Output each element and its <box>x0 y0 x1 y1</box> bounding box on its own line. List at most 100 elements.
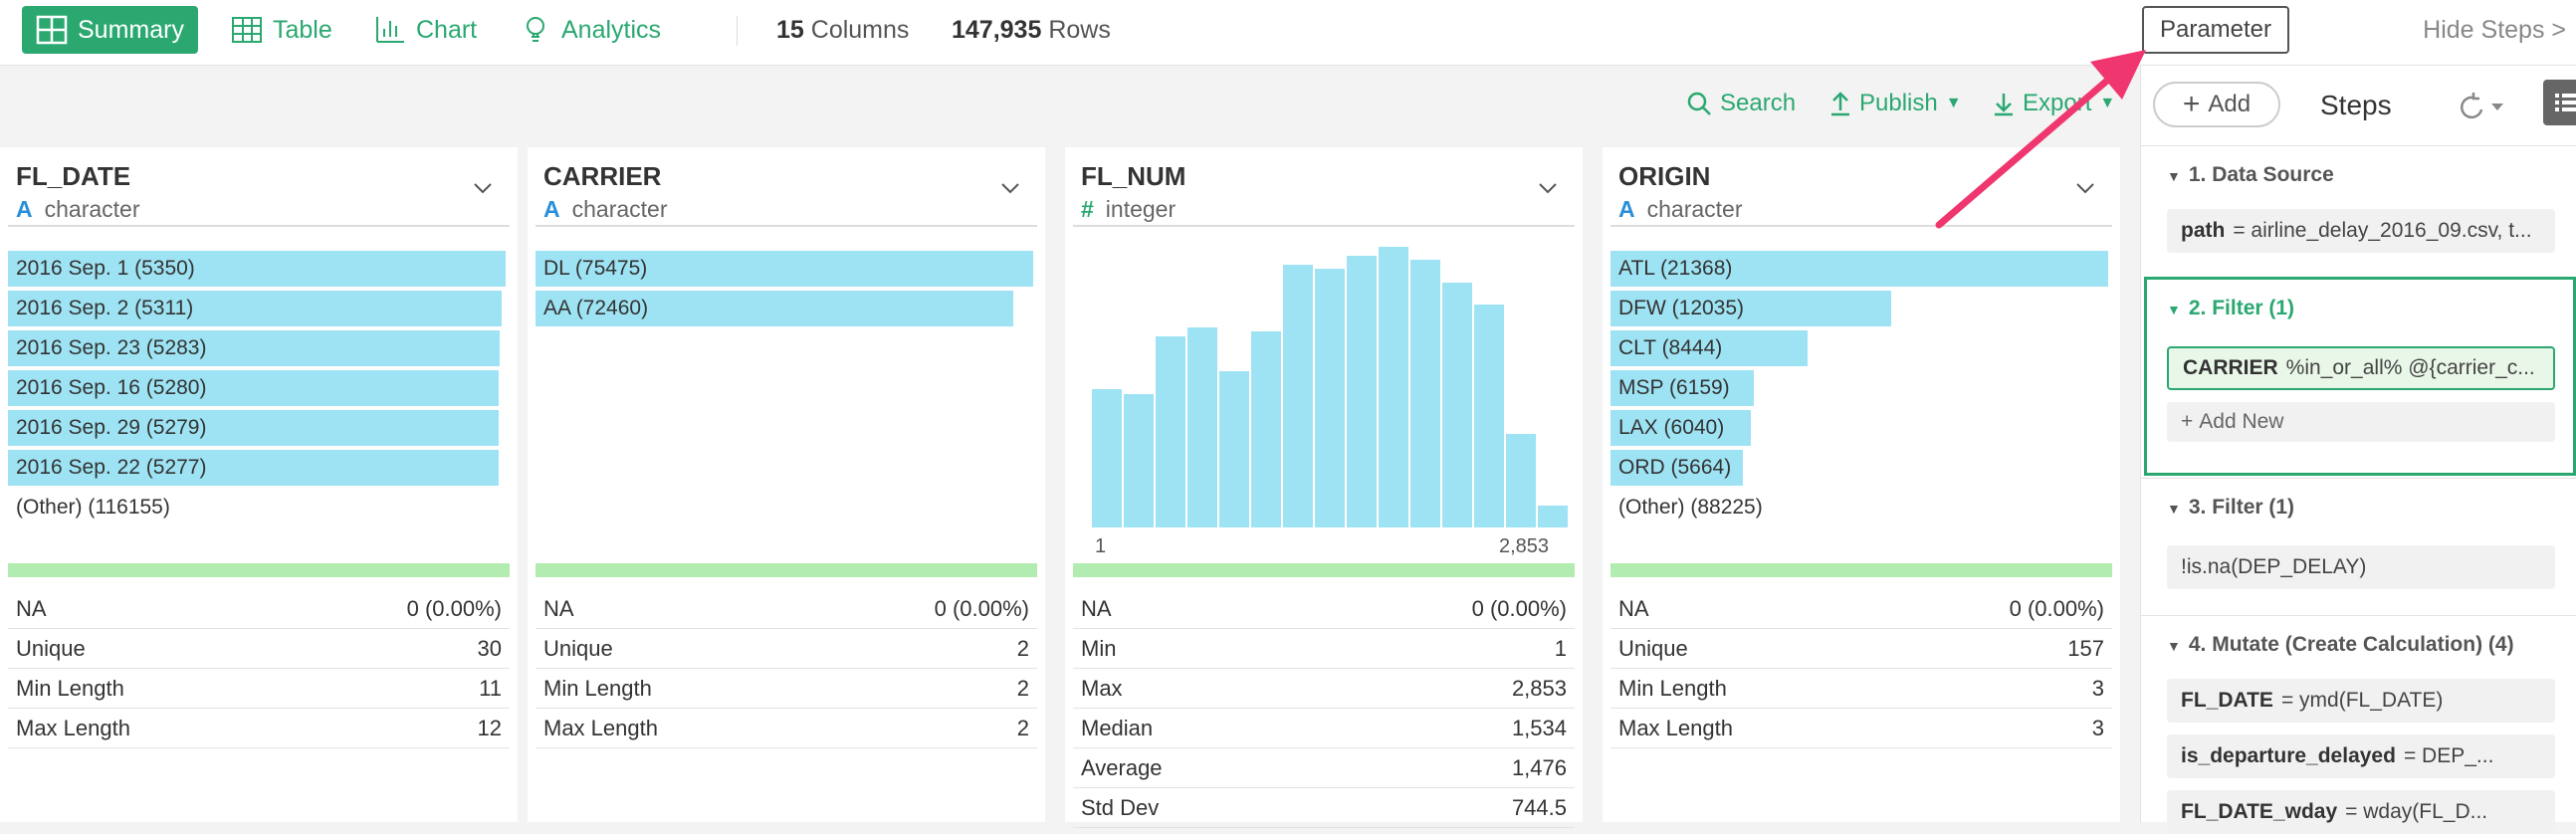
step-3-header[interactable]: ▼ 3. Filter (1) <box>2167 496 2295 519</box>
value-bar[interactable]: LAX (6040) <box>1610 410 2108 446</box>
bar-fill <box>8 410 499 446</box>
value-bar[interactable]: DL (75475) <box>536 251 1033 287</box>
step-2-item[interactable]: CARRIER %in_or_all% @{carrier_c... <box>2167 346 2555 390</box>
bar-fill <box>536 251 1033 287</box>
stat-value: 2 <box>1016 715 1029 740</box>
value-bar[interactable]: 2016 Sep. 23 (5283) <box>8 330 506 366</box>
value-bar[interactable]: MSP (6159) <box>1610 370 2108 406</box>
step-3-item[interactable]: !is.na(DEP_DELAY) <box>2167 545 2555 589</box>
column-name: FL_DATE <box>16 161 131 191</box>
step-2-header[interactable]: ▼ 2. Filter (1) <box>2167 297 2295 319</box>
bar-label: DL (75475) <box>543 257 648 280</box>
step-4-item[interactable]: FL_DATE = ymd(FL_DATE) <box>2167 679 2555 723</box>
number-type-icon: # <box>1081 196 1094 222</box>
tab-chart[interactable]: Chart <box>360 6 491 54</box>
histogram-bar[interactable] <box>1538 506 1568 527</box>
table-icon <box>232 17 262 43</box>
histogram-bar[interactable] <box>1379 247 1408 527</box>
histogram-max-label: 2,853 <box>1499 535 1550 557</box>
value-bar[interactable]: DFW (12035) <box>1610 291 2108 326</box>
refresh-icon[interactable] <box>2452 90 2507 123</box>
bar-label: AA (72460) <box>543 297 649 319</box>
histogram-bar[interactable] <box>1347 256 1377 527</box>
value-bar[interactable]: 2016 Sep. 29 (5279) <box>8 410 506 446</box>
search-button[interactable]: Search <box>1686 90 1796 117</box>
tab-analytics[interactable]: Analytics <box>506 6 675 54</box>
histogram-bar[interactable] <box>1124 394 1154 527</box>
stat-label: Max <box>1081 675 1123 701</box>
step-4-header[interactable]: ▼ 4. Mutate (Create Calculation) (4) <box>2167 633 2514 656</box>
lightbulb-icon <box>527 17 544 42</box>
stat-row: Max Length 12 <box>8 709 510 748</box>
stat-row: Min Length 2 <box>536 669 1037 709</box>
hide-steps-link[interactable]: Hide Steps > <box>2423 16 2566 44</box>
grid-icon <box>36 15 68 45</box>
histogram-bar[interactable] <box>1251 331 1281 527</box>
step-1-item[interactable]: path = airline_delay_2016_09.csv, t... <box>2167 209 2555 253</box>
value-bar[interactable]: ATL (21368) <box>1610 251 2108 287</box>
stat-row: Unique 157 <box>1610 629 2112 669</box>
divider <box>1610 225 2112 227</box>
triangle-down-icon: ▼ <box>2167 168 2181 184</box>
column-type: # integer <box>1081 196 1177 222</box>
histogram-bar[interactable] <box>1156 336 1185 527</box>
stat-label: Median <box>1081 715 1154 740</box>
histogram-bar[interactable] <box>1410 260 1440 527</box>
step-4-item[interactable]: is_departure_delayed = DEP_... <box>2167 734 2555 778</box>
histogram-bar[interactable] <box>1283 265 1313 527</box>
column-stats: NA 0 (0.00%) Unique 2 Min Length 2 Max Length 2 <box>536 589 1037 748</box>
value-bar[interactable]: 2016 Sep. 2 (5311) <box>8 291 506 326</box>
histogram-bar[interactable] <box>1315 269 1345 527</box>
histogram-bar[interactable] <box>1219 371 1249 527</box>
value-bar[interactable]: 2016 Sep. 1 (5350) <box>8 251 506 287</box>
value-bar[interactable]: CLT (8444) <box>1610 330 2108 366</box>
chevron-down-icon[interactable] <box>2074 177 2096 199</box>
column-name: CARRIER <box>543 161 662 191</box>
stat-row: Max Length 2 <box>536 709 1037 748</box>
column-card-fl-num: FL_NUM # integer 1 2,853 NA 0 (0.00%) Min 1 Max… <box>1065 147 1583 828</box>
tab-table[interactable]: Table <box>217 6 346 54</box>
stat-label: Unique <box>16 635 86 661</box>
stat-row: NA 0 (0.00%) <box>536 589 1037 629</box>
publish-button[interactable]: Publish ▼ <box>1829 90 1962 117</box>
bar-label: 2016 Sep. 2 (5311) <box>16 297 194 319</box>
histogram-bar[interactable] <box>1474 305 1504 527</box>
stat-value: 2 <box>1016 635 1029 661</box>
step-list-toggle-button[interactable] <box>2543 80 2576 125</box>
step-1-header[interactable]: ▼ 1. Data Source <box>2167 163 2334 186</box>
export-button[interactable]: Export ▼ <box>1993 90 2115 117</box>
chevron-down-icon[interactable] <box>999 177 1021 199</box>
add-new-filter-button[interactable]: + Add New <box>2167 402 2555 442</box>
stat-label: NA <box>16 595 47 621</box>
step-4-item[interactable]: FL_DATE_wday = wday(FL_D... <box>2167 790 2555 834</box>
value-bar[interactable]: 2016 Sep. 16 (5280) <box>8 370 506 406</box>
divider <box>2141 615 2576 616</box>
tab-summary[interactable]: Summary <box>22 6 198 54</box>
histogram-bar[interactable] <box>1442 283 1472 527</box>
bar-label: ATL (21368) <box>1618 257 1733 280</box>
chevron-down-icon[interactable] <box>1537 177 1559 199</box>
search-icon <box>1687 92 1711 115</box>
divider <box>2141 478 2576 479</box>
value-bar[interactable]: ORD (5664) <box>1610 450 2108 486</box>
bar-chart-icon <box>376 17 404 43</box>
column-stats: NA 0 (0.00%) Min 1 Max 2,853 Median 1,534 Averag… <box>1073 589 1575 828</box>
divider <box>737 16 738 46</box>
rows-count: 147,935 Rows <box>952 16 1111 44</box>
parameter-button[interactable]: Parameter <box>2142 6 2289 54</box>
value-bar[interactable]: 2016 Sep. 22 (5277) <box>8 450 506 486</box>
quality-bar <box>1610 563 2112 577</box>
stat-row: Max 2,853 <box>1073 669 1575 709</box>
histogram-bar[interactable] <box>1187 327 1217 527</box>
active-step-highlight <box>2144 277 2576 476</box>
chevron-down-icon[interactable] <box>472 177 494 199</box>
histogram-bar[interactable] <box>1506 434 1536 527</box>
bar-label: ORD (5664) <box>1618 456 1732 479</box>
tab-summary-label: Summary <box>78 15 184 44</box>
value-bar[interactable]: AA (72460) <box>536 291 1033 326</box>
column-stats: NA 0 (0.00%) Unique 157 Min Length 3 Max Lengt… <box>1610 589 2112 748</box>
histogram-bar[interactable] <box>1092 389 1122 527</box>
tab-table-label: Table <box>273 15 332 44</box>
add-step-button[interactable]: + Add <box>2153 82 2280 127</box>
